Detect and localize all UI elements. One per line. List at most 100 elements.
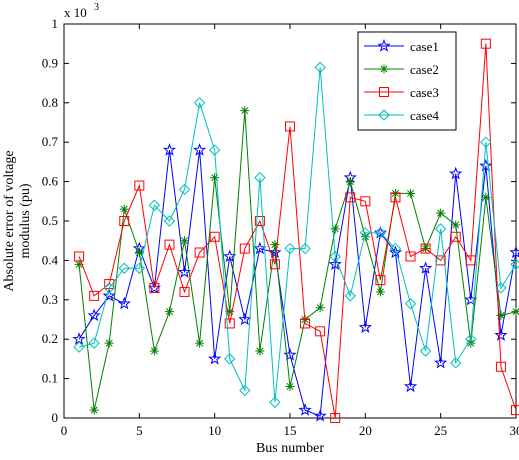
data-point-asterisk [285, 381, 295, 391]
data-point-asterisk [406, 188, 416, 198]
data-point-square [315, 326, 326, 337]
data-point-square [330, 413, 341, 423]
x-tick-label: 10 [208, 423, 221, 438]
data-point-diamond [284, 242, 296, 255]
data-point-square [465, 255, 476, 266]
data-point-asterisk [180, 236, 190, 246]
data-point-asterisk [436, 208, 446, 218]
y-tick-label: 0.9 [42, 55, 58, 70]
data-point-diamond [208, 144, 221, 156]
legend-entry-case3: case3 [364, 85, 439, 100]
data-point-square [480, 38, 491, 49]
series-line-case3 [78, 43, 517, 419]
x-axis-ticks: 0 5 10 15 20 25 30 [61, 24, 519, 438]
data-point-square [450, 231, 461, 242]
data-point-square [74, 251, 85, 262]
data-point-square [149, 282, 160, 293]
data-point-asterisk [195, 338, 205, 348]
data-point-square [134, 180, 145, 191]
data-point-asterisk [270, 240, 280, 250]
y-tick-label: 0.4 [42, 252, 59, 267]
data-point-diamond [178, 183, 191, 196]
data-point-star [419, 261, 433, 274]
data-point-square [194, 247, 205, 258]
y-axis-ticks: 0 0.1 0.2 0.3 0.4 0.5 0.6 0.7 0.8 0.9 1 [42, 16, 516, 425]
data-point-diamond [193, 97, 206, 109]
legend-entry-case4: case4 [364, 108, 439, 123]
data-point-square [390, 192, 401, 203]
data-point-star [479, 158, 493, 172]
series-case2 [74, 106, 519, 415]
data-point-square [495, 361, 506, 372]
x-axis-title: Bus number [256, 441, 324, 456]
data-point-asterisk [255, 346, 265, 356]
data-point-asterisk [119, 204, 129, 214]
data-point-asterisk [390, 188, 400, 198]
data-point-diamond [450, 357, 462, 369]
data-point-asterisk [104, 338, 114, 348]
data-point-star [403, 379, 418, 393]
y-tick-label: 0.7 [42, 134, 59, 149]
data-point-star [298, 403, 312, 416]
data-point-diamond [224, 353, 236, 365]
y-axis-title-line2: modulus (pu) [18, 183, 33, 258]
data-point-star [434, 355, 448, 369]
data-point-diamond [329, 250, 341, 263]
data-point-diamond [404, 298, 417, 310]
data-point-square [300, 318, 311, 329]
y-tick-label: 0.3 [42, 292, 58, 307]
data-point-diamond [239, 384, 251, 397]
data-point-diamond [495, 282, 507, 294]
data-point-square [164, 239, 175, 250]
data-point-diamond [465, 333, 477, 345]
y-tick-label: 0.2 [42, 331, 58, 346]
data-point-square [420, 243, 431, 254]
data-point-star [117, 296, 131, 310]
series-layer [72, 38, 519, 423]
y-multiplier-base: x 10 [64, 5, 87, 20]
data-point-diamond [299, 242, 311, 255]
x-tick-label: 0 [61, 423, 68, 438]
data-point-star [253, 241, 267, 255]
data-point-square [405, 251, 416, 262]
data-point-star [162, 143, 177, 156]
data-point-diamond [344, 290, 356, 302]
data-point-square [360, 196, 371, 207]
data-point-asterisk [481, 192, 491, 202]
data-point-star [208, 351, 222, 365]
legend-box [357, 31, 457, 131]
data-point-asterisk [89, 405, 99, 415]
y-axis-multiplier: x 10 3 [64, 2, 99, 20]
data-point-star [358, 320, 372, 333]
data-point-diamond [163, 215, 176, 227]
data-point-diamond [359, 227, 372, 239]
y-tick-label: 0.6 [42, 174, 59, 189]
data-point-asterisk [210, 173, 220, 183]
data-point-square [375, 275, 386, 286]
data-point-square [379, 87, 389, 97]
data-point-asterisk [134, 248, 144, 258]
y-axis-title: Absolute error of voltage modulus (pu) [2, 150, 33, 291]
data-point-star [377, 39, 391, 52]
data-point-square [345, 192, 356, 203]
legend: case1 case2 case3 case4 [357, 31, 457, 131]
data-point-diamond [269, 396, 281, 408]
series-case3 [74, 38, 519, 423]
data-point-star [147, 281, 161, 294]
data-point-diamond [419, 345, 432, 357]
data-point-diamond [389, 242, 402, 255]
y-axis-title-line1: Absolute error of voltage [2, 150, 17, 291]
y-tick-label: 1 [52, 16, 59, 31]
data-point-square [119, 216, 130, 226]
legend-entry-case2: case2 [364, 62, 439, 77]
data-point-asterisk [466, 338, 476, 348]
data-point-asterisk [149, 346, 159, 356]
data-point-asterisk [375, 287, 385, 297]
y-tick-label: 0.5 [42, 213, 58, 228]
y-tick-label: 0.1 [42, 371, 58, 386]
data-point-diamond [88, 337, 100, 349]
data-point-diamond [480, 136, 492, 148]
legend-label: case1 [410, 39, 439, 54]
